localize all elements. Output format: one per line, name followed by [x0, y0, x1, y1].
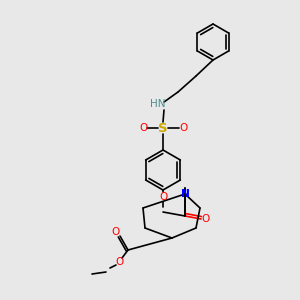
- Text: O: O: [139, 123, 147, 133]
- Text: N: N: [181, 189, 189, 199]
- Text: O: O: [202, 214, 210, 224]
- Text: O: O: [159, 192, 167, 202]
- Text: HN: HN: [150, 99, 166, 109]
- Text: O: O: [116, 257, 124, 267]
- Text: O: O: [179, 123, 187, 133]
- Text: S: S: [158, 122, 168, 134]
- Text: N: N: [181, 189, 189, 199]
- Text: O: O: [112, 227, 120, 237]
